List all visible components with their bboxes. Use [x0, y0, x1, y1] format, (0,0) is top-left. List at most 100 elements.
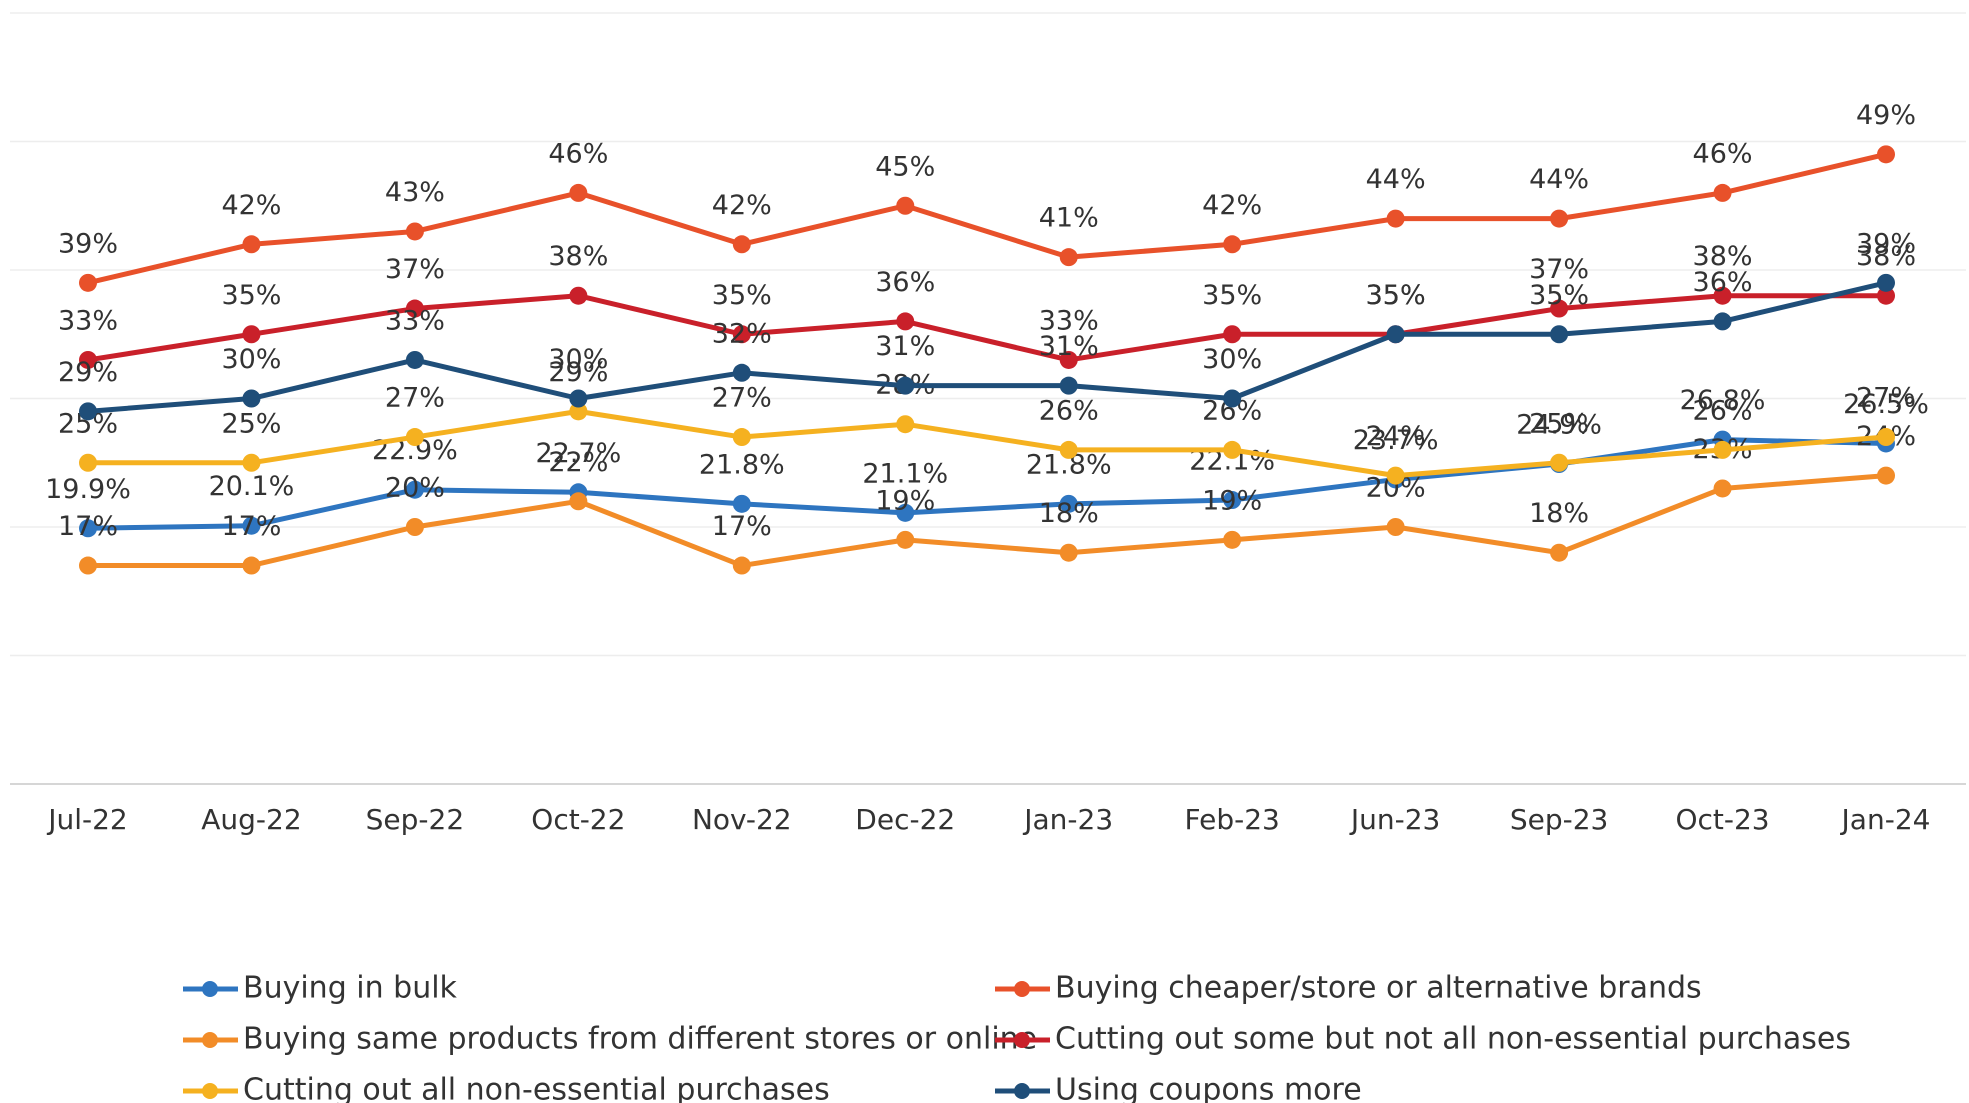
data-label: 35%: [221, 280, 281, 311]
data-point: [1713, 183, 1732, 202]
x-tick-label: Sep-23: [1510, 803, 1609, 836]
data-label: 26%: [1693, 395, 1753, 426]
data-point: [79, 402, 97, 421]
data-point: [732, 494, 751, 513]
x-tick-label: Sep-22: [366, 803, 465, 836]
legend-label: Cutting out some but not all non-essenti…: [1055, 1022, 1851, 1057]
series-line: [87, 280, 1887, 414]
data-point: [569, 492, 588, 511]
data-label: 20%: [385, 473, 445, 504]
data-point: [79, 273, 97, 292]
data-point: [1223, 325, 1242, 344]
series-line: [88, 473, 1887, 569]
data-point: [896, 503, 915, 522]
x-tick-label: Oct-22: [531, 803, 625, 836]
data-point: [1386, 466, 1405, 485]
data-label: 35%: [712, 280, 772, 311]
data-label: 17%: [221, 511, 281, 542]
data-point: [242, 453, 261, 472]
data-point: [242, 389, 261, 408]
series-line: [87, 437, 1887, 531]
data-point: [1059, 494, 1078, 513]
legend-label: Using coupons more: [1055, 1073, 1362, 1103]
data-point: [1223, 389, 1242, 408]
data-label: 36%: [875, 267, 935, 298]
data-label: 29%: [548, 357, 608, 388]
x-tick-label: Oct-23: [1675, 803, 1769, 836]
data-label: 42%: [221, 190, 281, 221]
data-point: [1059, 350, 1078, 369]
legend-marker: [202, 981, 218, 997]
data-label: 39%: [58, 228, 118, 259]
data-label: 44%: [1529, 164, 1589, 195]
data-label: 39%: [1856, 228, 1916, 259]
legend-marker: [1014, 1083, 1030, 1099]
data-label: 19%: [1202, 485, 1262, 516]
data-point: [1059, 543, 1078, 562]
data-label: 42%: [712, 190, 772, 221]
data-point: [1059, 440, 1078, 459]
data-label: 33%: [385, 305, 445, 336]
data-label: 41%: [1039, 203, 1099, 234]
data-label: 43%: [385, 177, 445, 208]
data-point: [1713, 440, 1732, 459]
data-label: 46%: [548, 138, 608, 169]
data-label: 23.7%: [1353, 425, 1439, 456]
data-point: [896, 376, 915, 395]
data-label: 22.7%: [535, 438, 621, 469]
x-tick-label: Aug-22: [201, 803, 301, 836]
data-point: [1713, 479, 1732, 498]
data-label: 49%: [1856, 100, 1916, 131]
series-line: [87, 151, 1887, 286]
data-point: [1386, 325, 1405, 344]
data-label: 18%: [1529, 498, 1589, 529]
data-label: 21.1%: [862, 458, 948, 489]
x-tick-label: Dec-22: [855, 803, 955, 836]
data-label: 38%: [1693, 241, 1753, 272]
data-label: 35%: [1366, 280, 1426, 311]
data-point: [732, 363, 751, 382]
data-label: 17%: [712, 511, 772, 542]
data-point: [405, 299, 424, 318]
legend-label: Buying in bulk: [243, 971, 458, 1006]
data-point: [242, 235, 261, 254]
data-point: [1877, 273, 1895, 292]
data-label: 35%: [1366, 280, 1426, 311]
data-point: [1877, 145, 1895, 164]
data-point: [1223, 235, 1242, 254]
data-point: [405, 480, 424, 499]
data-point: [1550, 453, 1569, 472]
data-point: [1877, 428, 1895, 447]
data-label: 37%: [385, 254, 445, 285]
data-label: 38%: [1856, 241, 1916, 272]
data-point: [405, 222, 424, 241]
data-label: 25%: [221, 408, 281, 439]
x-tick-label: Jan-24: [1840, 803, 1931, 836]
data-label: 44%: [1366, 164, 1426, 195]
data-label: 27%: [712, 383, 772, 414]
data-label: 29%: [58, 357, 118, 388]
data-label: 26.5%: [1843, 389, 1929, 420]
data-point: [896, 196, 915, 215]
data-label: 30%: [548, 344, 608, 375]
data-point: [1713, 286, 1732, 305]
data-point: [569, 402, 588, 421]
legend-marker: [202, 1032, 218, 1048]
data-point: [732, 325, 751, 344]
x-tick-label: Jul-22: [46, 803, 128, 836]
data-point: [1877, 466, 1895, 485]
legend-marker: [202, 1083, 218, 1099]
data-point: [242, 556, 261, 575]
data-label: 27%: [385, 383, 445, 414]
data-label: 31%: [1039, 331, 1099, 362]
data-point: [1059, 376, 1078, 395]
data-point: [1877, 286, 1895, 305]
data-label: 24.9%: [1516, 410, 1602, 441]
data-label: 22%: [548, 447, 608, 478]
data-point: [1550, 325, 1569, 344]
data-point: [79, 453, 97, 472]
series-line: [88, 408, 1887, 479]
data-label: 35%: [1529, 280, 1589, 311]
